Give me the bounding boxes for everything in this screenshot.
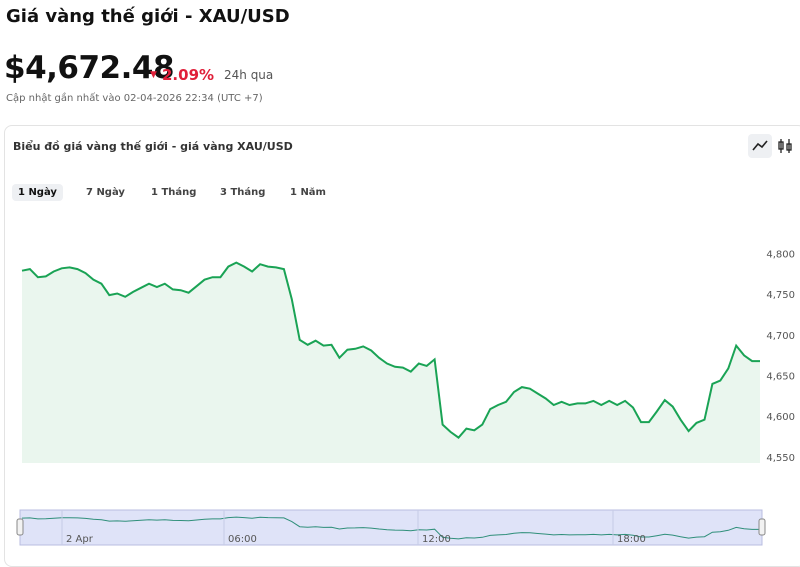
- card-title: Biểu đồ giá vàng thế giới - giá vàng XAU…: [13, 140, 293, 153]
- candle-icon[interactable]: [778, 139, 792, 153]
- navigator-label: 12:00: [422, 534, 451, 545]
- down-arrow: ▼: [150, 70, 157, 80]
- y-tick-label: 4,600: [766, 412, 795, 423]
- change: 2.09%: [162, 66, 215, 84]
- period: 24h qua: [224, 68, 274, 82]
- y-tick-label: 4,650: [766, 372, 795, 383]
- navigator-label: 2 Apr: [66, 534, 94, 545]
- chart-type-toggle[interactable]: [748, 134, 798, 160]
- line-icon: [752, 140, 768, 151]
- tab[interactable]: 1 Năm: [290, 187, 326, 198]
- y-tick-label: 4,800: [766, 249, 795, 260]
- navigator-label: 18:00: [617, 534, 646, 545]
- price: $4,672.48: [4, 50, 175, 86]
- tab[interactable]: 3 Tháng: [220, 187, 266, 198]
- navigator-label: 06:00: [228, 534, 257, 545]
- navigator-handle[interactable]: [16, 518, 24, 536]
- area: [22, 262, 760, 463]
- price-line: [21, 261, 760, 439]
- tab[interactable]: 1 Ngày: [12, 184, 63, 201]
- tab[interactable]: 7 Ngày: [86, 187, 125, 198]
- updated: Cập nhật gần nhất vào 02-04-2026 22:34 (…: [6, 93, 263, 104]
- y-tick-label: 4,550: [766, 453, 795, 464]
- navigator-handle[interactable]: [758, 518, 766, 536]
- tab[interactable]: 1 Tháng: [151, 187, 197, 198]
- navigator-bg: [19, 509, 763, 546]
- page-title: Giá vàng thế giới - XAU/USD: [6, 6, 290, 27]
- y-tick-label: 4,700: [766, 331, 795, 342]
- y-tick-label: 4,750: [766, 290, 795, 301]
- navigator-line: [21, 516, 760, 540]
